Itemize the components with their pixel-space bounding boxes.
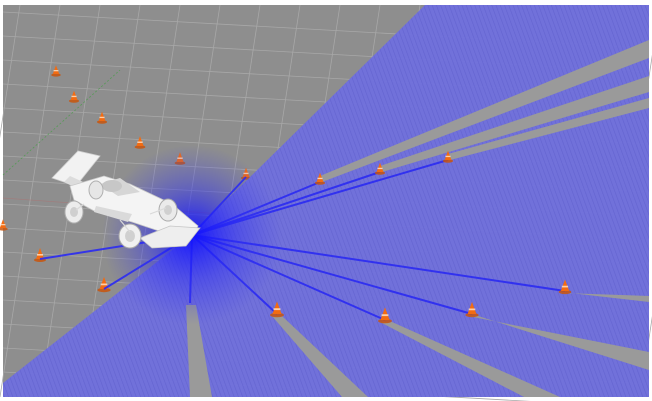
scan-gap [272,316,368,397]
front-wing [139,225,201,249]
traffic-cone-icon [442,150,454,163]
scan-shadow-gaps [186,40,649,397]
race-car-icon[interactable] [51,150,201,249]
traffic-cone-icon [96,111,108,124]
traffic-cone-icon [558,279,572,295]
scan-gap [562,293,649,302]
scan-gap [320,40,649,182]
cockpit [102,180,122,192]
scan-gap [186,305,212,397]
traffic-cone-icon [134,136,146,149]
traffic-cone-icon [68,90,80,103]
traffic-cone-icon [314,172,326,185]
scan-gap [448,98,649,160]
cone-group-scanned [270,150,572,324]
traffic-cone-icon [51,65,61,77]
scan-gap [380,76,649,172]
traffic-cone-icon [270,301,284,318]
scan-gap [380,322,560,397]
traffic-cone-icon [374,162,386,175]
lidar-scan [3,5,649,397]
traffic-cone-icon [97,276,111,293]
traffic-cone-icon [0,219,8,231]
traffic-cone-icon [378,307,392,324]
wheel-rear-right [88,180,104,200]
traffic-cone-icon [465,301,479,318]
